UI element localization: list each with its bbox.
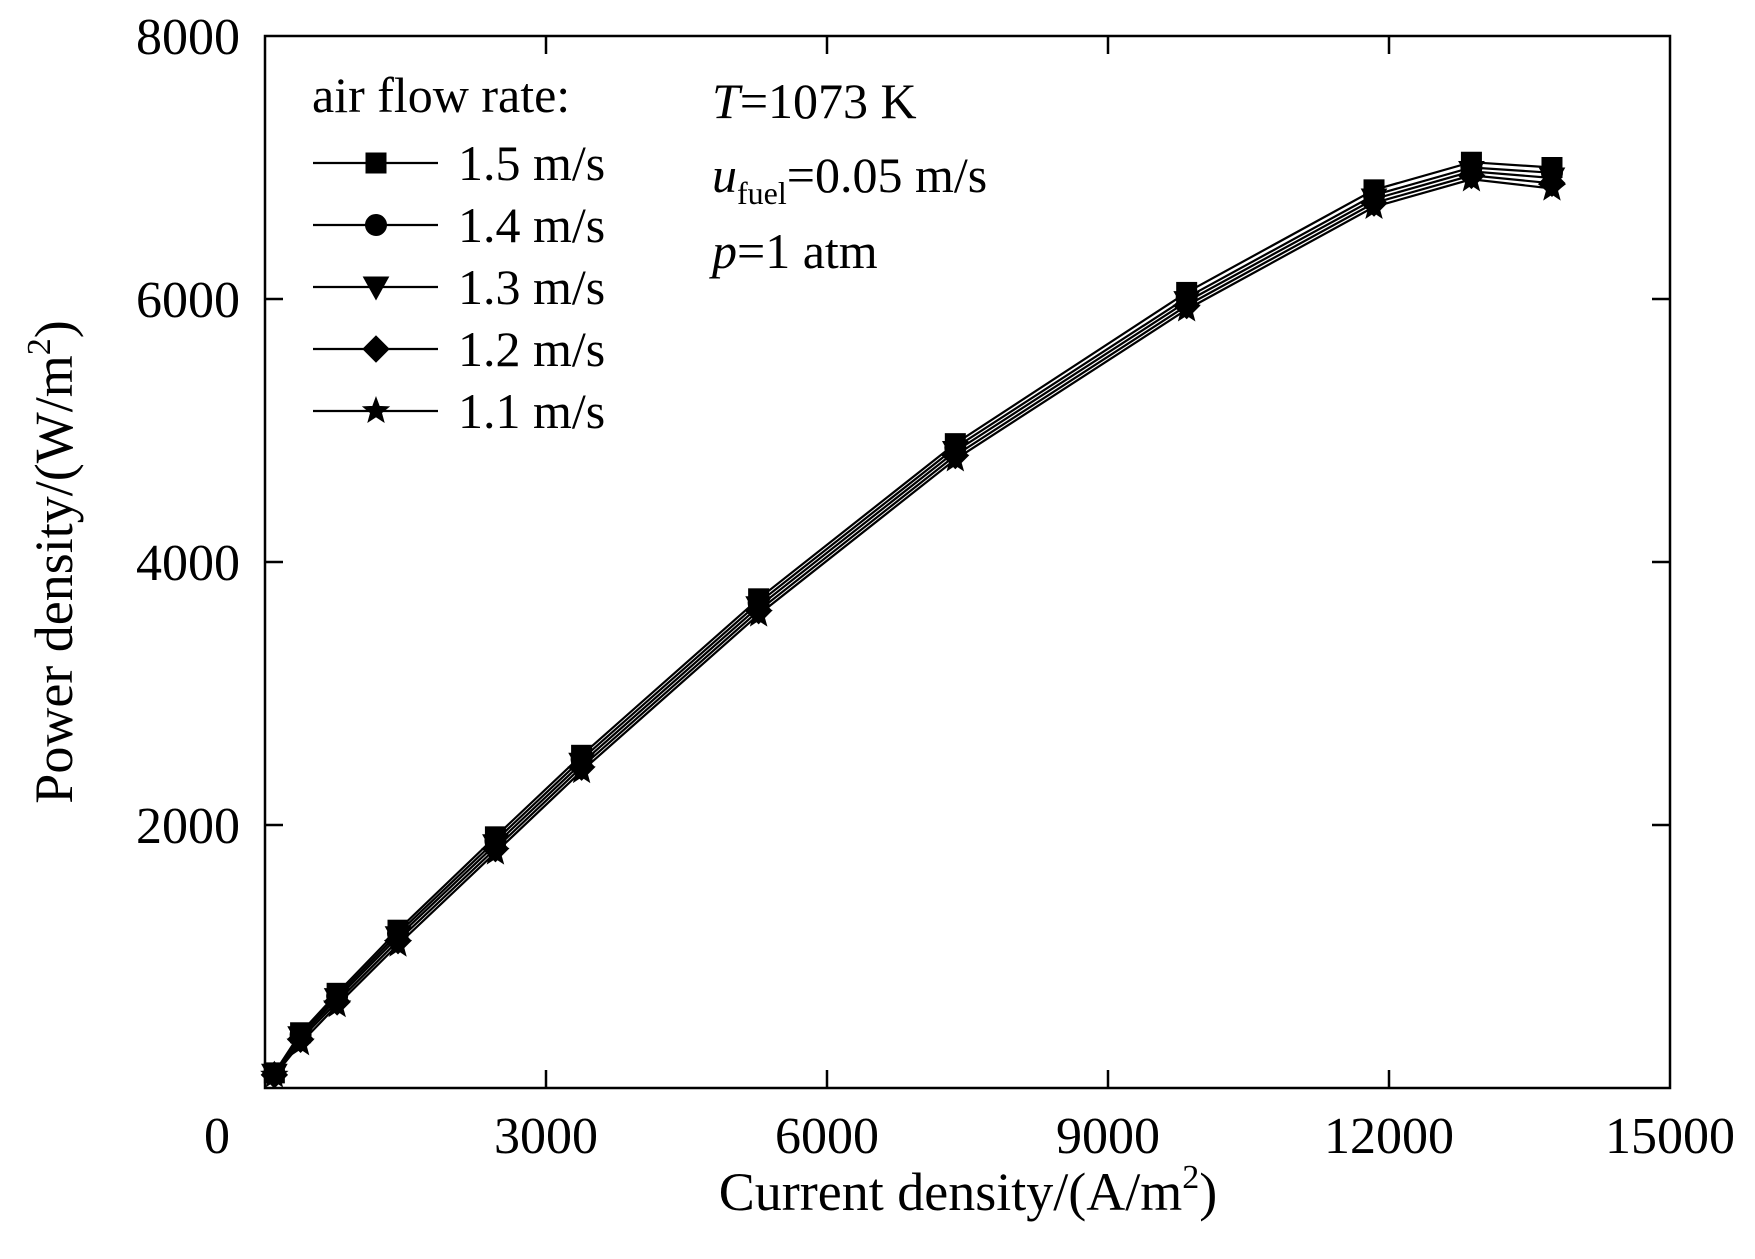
data-point-star <box>383 929 413 957</box>
legend-title: air flow rate: <box>312 67 570 123</box>
legend-marker-square <box>365 152 387 174</box>
axis-ticks: 0 3000 6000 9000 12000 15000 2000 4000 6000 8000 <box>136 9 1735 1165</box>
pressure-annotation: p=1 atm <box>709 223 878 279</box>
fuel-velocity-annotation: ufuel=0.05 m/s <box>712 147 987 211</box>
data-point-star <box>1457 164 1486 192</box>
legend-label: 1.3 m/s <box>458 259 605 315</box>
y-tick-label: 4000 <box>136 535 240 592</box>
legend-marker-star <box>361 396 391 424</box>
legend-label: 1.5 m/s <box>458 135 605 191</box>
legend: air flow rate: 1.5 m/s 1.4 m/s 1.3 m/s 1.2 … <box>312 67 605 439</box>
x-tick-label: 3000 <box>494 1108 598 1165</box>
legend-marker-diamond <box>362 335 390 363</box>
data-point-star <box>286 1028 315 1056</box>
y-tick-label: 2000 <box>136 798 240 855</box>
legend-entry: 1.4 m/s <box>313 197 605 253</box>
condition-annotations: T=1073 K ufuel=0.05 m/s p=1 atm <box>709 73 987 279</box>
series-diamond <box>260 161 1566 1089</box>
x-tick-label: 6000 <box>775 1108 879 1165</box>
legend-label: 1.1 m/s <box>458 383 605 439</box>
data-point-star <box>481 837 510 865</box>
legend-entry: 1.1 m/s <box>313 383 605 439</box>
data-point-star <box>941 444 970 472</box>
legend-entries: 1.5 m/s 1.4 m/s 1.3 m/s 1.2 m/s 1.1 m/s <box>313 135 605 439</box>
data-point-star <box>567 756 596 784</box>
series-star <box>260 164 1567 1088</box>
data-point-star <box>1537 173 1567 201</box>
y-tick-label: 6000 <box>136 272 240 329</box>
legend-label: 1.2 m/s <box>458 321 605 377</box>
x-tick-label: 0 <box>204 1108 230 1165</box>
series-layer <box>260 151 1567 1089</box>
y-axis-label: Power density/(W/m2) <box>21 320 84 803</box>
x-tick-label: 12000 <box>1324 1108 1454 1165</box>
legend-marker-triangle-down <box>362 276 390 301</box>
legend-entry: 1.5 m/s <box>313 135 605 191</box>
y-tick-label: 8000 <box>136 9 240 66</box>
data-point-star <box>1172 294 1201 322</box>
x-tick-label: 9000 <box>1056 1108 1160 1165</box>
data-point-star <box>322 990 352 1018</box>
data-point-star <box>1359 191 1389 220</box>
legend-label: 1.4 m/s <box>458 197 605 253</box>
legend-marker-circle <box>365 214 387 236</box>
x-axis-label: Current density/(A/m2) <box>719 1159 1217 1222</box>
legend-entry: 1.3 m/s <box>313 259 605 315</box>
legend-entry: 1.2 m/s <box>313 321 605 377</box>
temperature-annotation: T=1073 K <box>712 73 917 129</box>
x-tick-label: 15000 <box>1605 1108 1735 1165</box>
data-point-star <box>260 1060 289 1088</box>
data-point-star <box>744 599 773 627</box>
